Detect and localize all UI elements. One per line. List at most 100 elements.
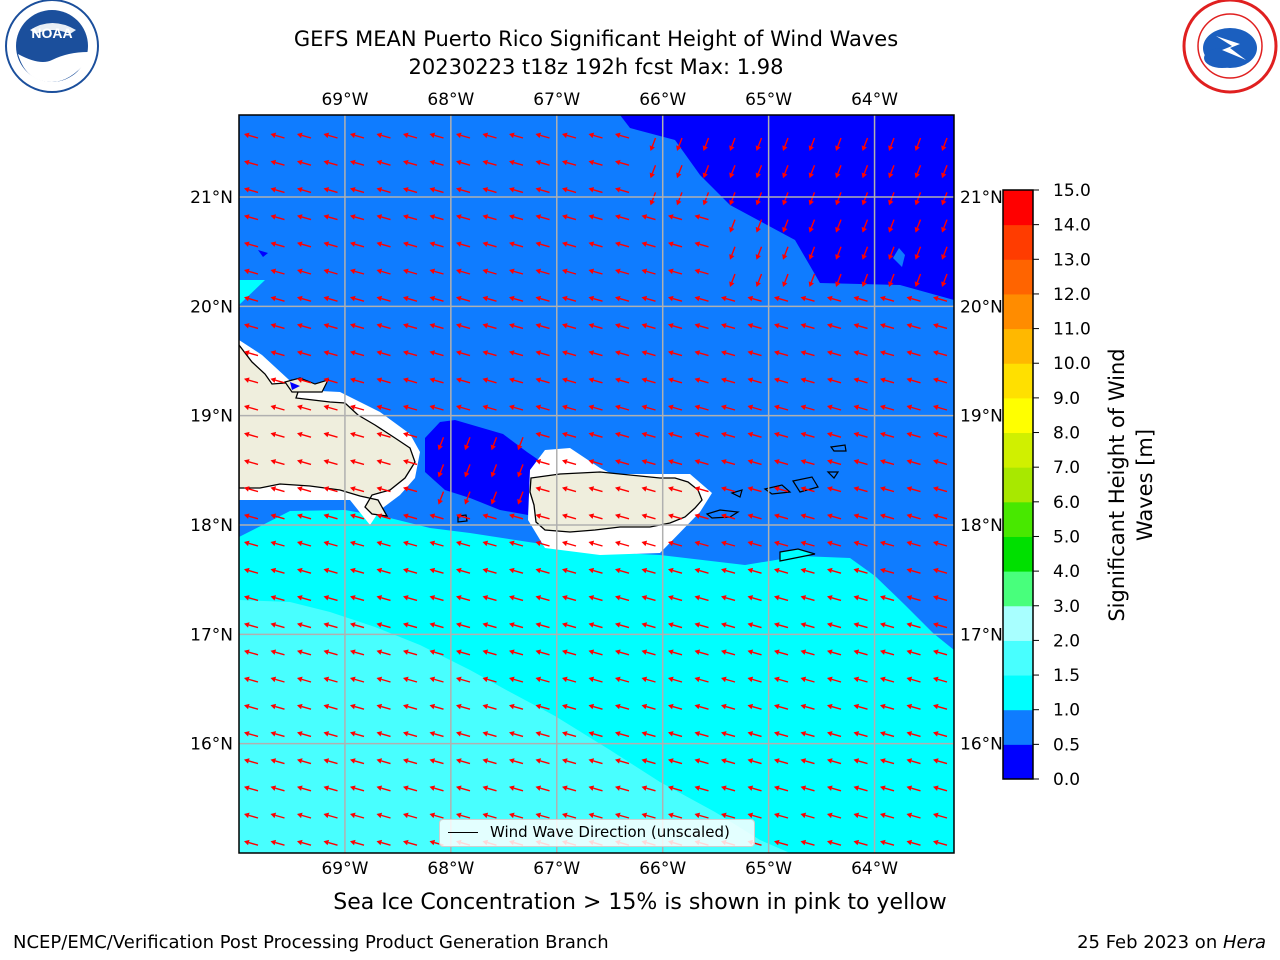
wave-direction-arrow <box>487 760 497 765</box>
wave-direction-arrowhead <box>933 649 939 655</box>
wave-direction-arrowhead <box>827 431 833 438</box>
wave-direction-arrow <box>354 189 365 194</box>
colorbar-swatch <box>1003 709 1033 745</box>
wave-direction-arrow <box>301 243 312 248</box>
wave-direction-arrow <box>619 379 630 384</box>
wave-direction-arrow <box>381 134 391 139</box>
wave-direction-arrow <box>487 189 497 194</box>
wave-direction-arrow <box>937 352 948 357</box>
wave-direction-arrow <box>460 216 471 221</box>
wave-direction-arrowhead <box>456 377 462 383</box>
wave-direction-arrowhead <box>676 199 682 206</box>
wave-direction-arrow <box>492 491 498 501</box>
wave-direction-arrowhead <box>641 295 648 302</box>
wave-direction-arrow <box>805 597 815 602</box>
wave-direction-arrow <box>699 243 709 248</box>
wave-direction-arrow <box>593 678 603 683</box>
wave-direction-arrow <box>911 814 921 819</box>
wave-direction-arrowhead <box>403 595 409 601</box>
wave-direction-arrowhead <box>403 377 409 383</box>
wave-direction-arrowhead <box>535 323 542 329</box>
lon-tick-label: 69°W <box>321 90 368 110</box>
wave-direction-arrowhead <box>376 350 383 356</box>
wave-direction-arrow <box>301 733 312 738</box>
wave-direction-arrowhead <box>641 676 648 683</box>
wave-direction-arrowhead <box>588 295 595 302</box>
wave-direction-arrowhead <box>906 812 913 819</box>
wave-direction-arrowhead <box>641 595 648 601</box>
wave-direction-arrowhead <box>270 187 277 193</box>
wave-direction-arrow <box>407 297 418 302</box>
wave-direction-arrowhead <box>482 649 489 655</box>
wave-direction-arrowhead <box>906 758 913 764</box>
wave-direction-arrow <box>275 325 285 330</box>
wave-direction-arrowhead <box>827 649 833 655</box>
wave-direction-arrow <box>301 406 312 411</box>
wave-direction-arrow <box>831 406 842 411</box>
footer-machine: Hera <box>1222 932 1266 953</box>
wave-direction-arrow <box>301 297 312 302</box>
wave-direction-arrowhead <box>774 731 780 737</box>
colorbar-tick-label: 4.0 <box>1053 562 1080 582</box>
wave-direction-arrowhead <box>350 839 356 846</box>
wave-direction-arrowhead <box>747 404 754 411</box>
wave-direction-arrow <box>672 760 683 765</box>
wave-direction-arrow <box>619 624 630 629</box>
wave-direction-arrow <box>460 597 471 602</box>
wave-direction-arrowhead <box>914 226 920 233</box>
wave-direction-arrow <box>619 787 630 792</box>
wave-direction-arrow <box>540 433 550 438</box>
wave-direction-arrowhead <box>668 703 674 710</box>
wave-direction-arrowhead <box>694 241 701 247</box>
wave-direction-arrowhead <box>941 172 947 179</box>
wave-direction-arrow <box>916 137 922 147</box>
wave-direction-arrowhead <box>827 812 833 819</box>
wave-direction-arrow <box>407 270 418 275</box>
wave-direction-arrowhead <box>729 254 735 260</box>
wave-direction-arrowhead <box>562 431 568 438</box>
wave-direction-arrowhead <box>429 295 436 302</box>
wave-direction-arrow <box>381 733 391 738</box>
wave-direction-arrowhead <box>933 676 939 683</box>
wave-direction-arrowhead <box>808 145 814 151</box>
wave-direction-arrow <box>407 787 418 792</box>
wave-direction-arrowhead <box>721 404 727 411</box>
wave-direction-arrow <box>407 379 418 384</box>
wave-direction-arrowhead <box>429 377 436 383</box>
wave-direction-arrowhead <box>350 132 356 139</box>
wave-direction-arrowhead <box>933 459 939 465</box>
wave-direction-arrowhead <box>297 268 303 275</box>
wave-direction-arrowhead <box>244 676 250 683</box>
wave-direction-arrowhead <box>800 595 807 601</box>
wave-direction-arrow <box>248 597 259 602</box>
wave-direction-arrowhead <box>668 214 674 220</box>
lon-tick-label: 68°W <box>427 90 474 110</box>
footer-producer: NCEP/EMC/Verification Post Processing Pr… <box>13 932 609 953</box>
wave-direction-arrowhead <box>888 199 894 206</box>
wave-direction-arrowhead <box>297 812 303 819</box>
wave-direction-arrow <box>858 569 868 574</box>
wave-direction-arrow <box>937 814 948 819</box>
wave-direction-arrowhead <box>244 567 250 574</box>
wave-direction-arrow <box>487 624 497 629</box>
wave-direction-arrowhead <box>297 241 303 247</box>
wave-direction-arrow <box>275 433 285 438</box>
wave-direction-arrow <box>460 814 471 819</box>
wave-direction-arrowhead <box>933 540 939 547</box>
lat-tick-label: 19°N <box>190 407 233 427</box>
wave-direction-arrowhead <box>456 812 462 819</box>
wave-direction-arrow <box>328 488 338 493</box>
wave-direction-arrowhead <box>456 676 462 683</box>
wave-direction-arrowhead <box>721 567 727 574</box>
wave-direction-arrow <box>275 814 285 819</box>
wave-direction-arrowhead <box>641 731 648 737</box>
wave-direction-arrowhead <box>880 703 886 710</box>
wave-direction-arrow <box>757 273 763 283</box>
wave-direction-arrow <box>884 651 895 656</box>
wave-direction-arrow <box>248 624 259 629</box>
wave-direction-arrowhead <box>403 567 409 574</box>
wave-direction-arrowhead <box>782 254 788 260</box>
wave-direction-arrow <box>646 569 656 574</box>
wave-direction-arrow <box>778 297 789 302</box>
wave-direction-arrowhead <box>456 132 462 139</box>
